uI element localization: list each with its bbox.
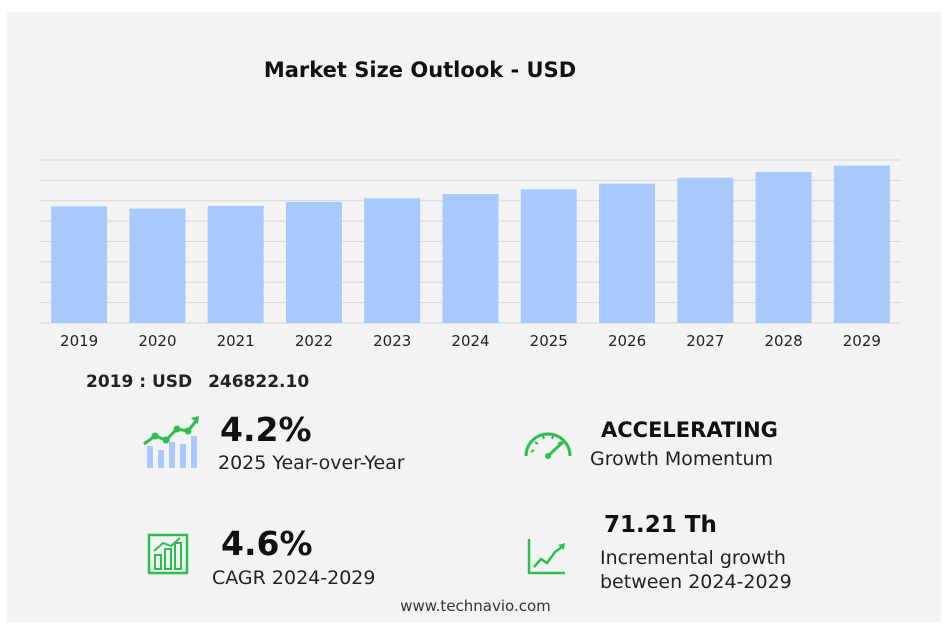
chart-bars xyxy=(51,165,890,323)
incremental-label-line2: between 2024-2029 xyxy=(600,571,792,593)
yoy-label: 2025 Year-over-Year xyxy=(218,452,405,474)
bar-chart: 2019 2020 2021 2022 2023 2024 2025 2026 2027 2028… xyxy=(40,159,901,350)
x-tick-label: 2025 xyxy=(530,332,568,350)
base-year-label: 2019 : USD 246822.10 xyxy=(86,372,309,392)
speedometer-icon xyxy=(524,432,572,459)
x-tick-label: 2028 xyxy=(764,332,802,350)
growth-bars-icon xyxy=(143,416,199,468)
trend-line-icon xyxy=(527,539,565,575)
base-year-value: 246822.10 xyxy=(208,372,310,392)
bar-2027 xyxy=(677,177,734,323)
base-year-prefix: : USD xyxy=(139,372,193,392)
bar-2029 xyxy=(833,165,890,323)
x-tick-label: 2022 xyxy=(295,332,333,350)
bar-2023 xyxy=(364,198,421,323)
incremental-value: 71.21 Th xyxy=(604,512,717,538)
x-tick-label: 2029 xyxy=(843,332,881,350)
bar-2019 xyxy=(51,206,108,323)
bar-2020 xyxy=(129,208,186,323)
bar-2022 xyxy=(285,201,342,323)
base-year: 2019 xyxy=(86,372,134,392)
x-tick-label: 2024 xyxy=(451,332,489,350)
bar-chart-growth-icon xyxy=(147,533,189,575)
cagr-label: CAGR 2024-2029 xyxy=(212,567,376,589)
x-tick-label: 2019 xyxy=(60,332,98,350)
momentum-value: ACCELERATING xyxy=(601,418,778,442)
x-tick-label: 2021 xyxy=(217,332,255,350)
x-tick-label: 2027 xyxy=(686,332,724,350)
momentum-label: Growth Momentum xyxy=(590,448,774,470)
bar-2025 xyxy=(520,189,577,323)
footer-url: www.technavio.com xyxy=(400,597,551,615)
cagr-value: 4.6% xyxy=(221,524,313,563)
x-tick-label: 2023 xyxy=(373,332,411,350)
x-tick-label: 2020 xyxy=(138,332,176,350)
bar-2024 xyxy=(442,194,499,323)
x-tick-label: 2026 xyxy=(608,332,646,350)
chart-title: Market Size Outlook - USD xyxy=(263,58,577,82)
chart-x-ticks: 2019 2020 2021 2022 2023 2024 2025 2026 2027 2028… xyxy=(60,332,881,350)
incremental-label-line1: Incremental growth xyxy=(600,547,786,569)
bar-2021 xyxy=(207,205,264,323)
yoy-value: 4.2% xyxy=(220,410,312,449)
bar-2026 xyxy=(599,183,656,323)
bar-2028 xyxy=(755,171,812,323)
